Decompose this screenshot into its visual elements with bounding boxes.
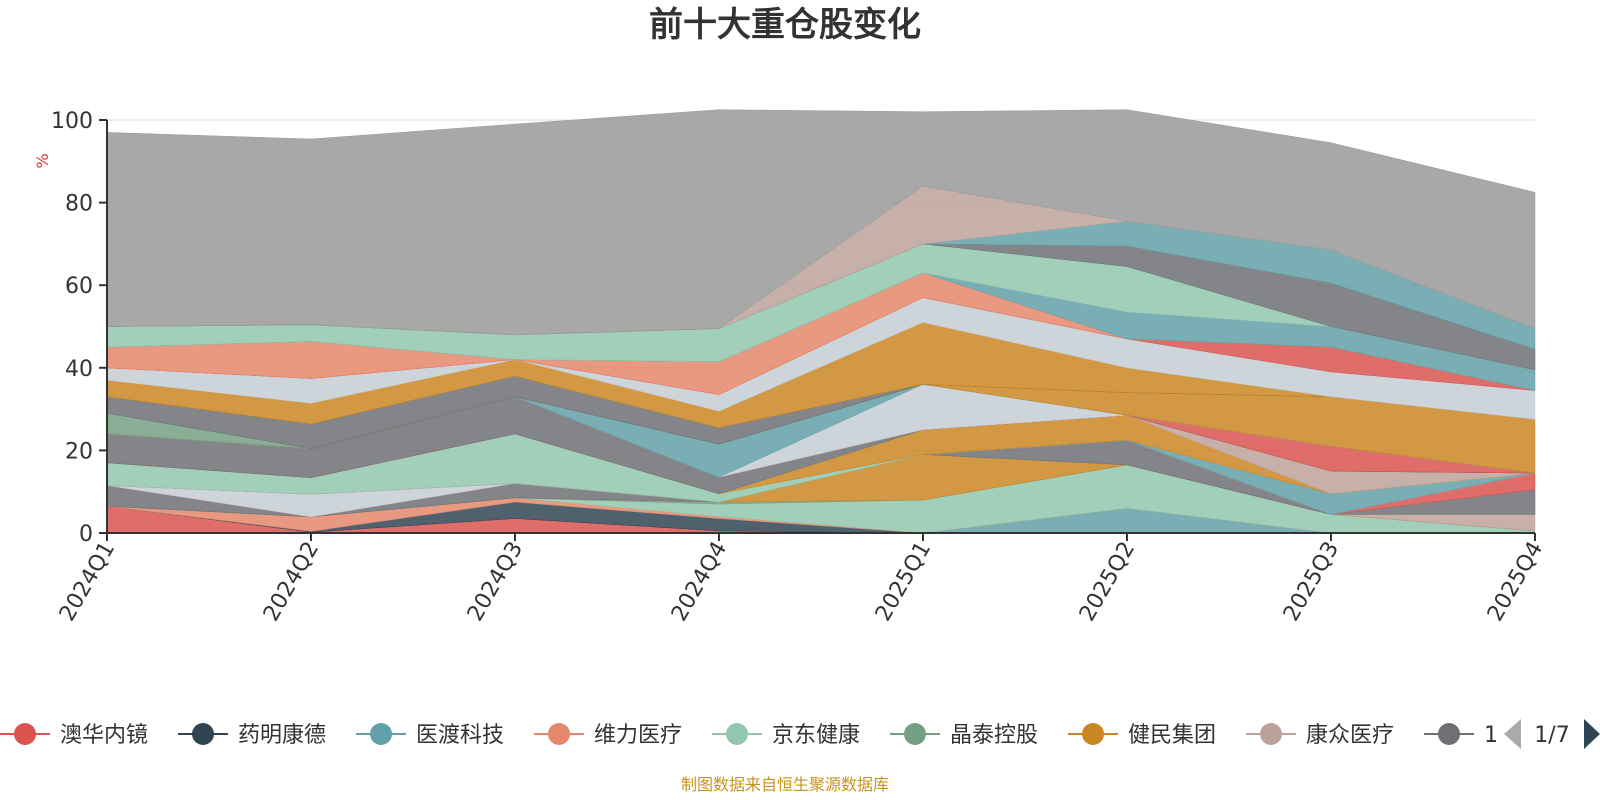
y-tick-label: 40 bbox=[65, 357, 93, 382]
y-tick-label: 100 bbox=[51, 109, 93, 134]
legend-pager: 1/7 bbox=[1504, 719, 1600, 749]
legend-marker bbox=[1260, 723, 1282, 745]
x-tick-label: 2025Q4 bbox=[1483, 538, 1548, 626]
y-tick-label: 0 bbox=[79, 522, 93, 547]
x-tick-label: 2024Q3 bbox=[463, 538, 528, 626]
legend-marker bbox=[904, 723, 926, 745]
plot-area bbox=[106, 109, 1536, 534]
legend-item[interactable]: 药明康德 bbox=[178, 723, 326, 748]
legend-marker bbox=[14, 723, 36, 745]
legend-label: 晶泰控股 bbox=[950, 723, 1038, 748]
legend-item[interactable]: 澳华内镜 bbox=[0, 723, 148, 748]
x-tick-label: 2024Q4 bbox=[667, 538, 732, 626]
legend-label: 康众医疗 bbox=[1306, 723, 1394, 748]
y-tick-label: 80 bbox=[65, 192, 93, 217]
source-note: 制图数据来自恒生聚源数据库 bbox=[681, 775, 889, 794]
legend-label: 医渡科技 bbox=[416, 723, 504, 748]
legend-marker bbox=[1438, 723, 1460, 745]
x-tick-label: 2025Q3 bbox=[1279, 538, 1344, 626]
legend-label: 健民集团 bbox=[1128, 723, 1216, 748]
prev-page-icon[interactable] bbox=[1504, 719, 1521, 749]
chart-title: 前十大重仓股变化 bbox=[649, 5, 921, 45]
legend-item[interactable]: 晶泰控股 bbox=[890, 723, 1038, 748]
x-tick-label: 2025Q1 bbox=[871, 538, 936, 626]
y-tick-label: 20 bbox=[65, 439, 93, 464]
legend-marker bbox=[192, 723, 214, 745]
legend-item[interactable]: 京东健康 bbox=[712, 723, 860, 748]
x-tick-label: 2024Q1 bbox=[55, 538, 120, 626]
area-series-33 bbox=[106, 109, 1536, 336]
legend-page-indicator: 1/7 bbox=[1534, 723, 1569, 748]
y-tick-label: 60 bbox=[65, 274, 93, 299]
legend: 澳华内镜 药明康德 医渡科技 维力医疗 京东健康 晶泰控股 健民集团 康众医疗 1 1/7 bbox=[0, 719, 1600, 749]
legend-marker bbox=[548, 723, 570, 745]
legend-label: 药明康德 bbox=[238, 723, 326, 748]
legend-label: 维力医疗 bbox=[594, 723, 682, 748]
legend-marker bbox=[1082, 723, 1104, 745]
x-tick-label: 2025Q2 bbox=[1075, 538, 1140, 626]
legend-marker bbox=[370, 723, 392, 745]
legend-item[interactable]: 1 bbox=[1424, 723, 1498, 748]
legend-label: 澳华内镜 bbox=[60, 723, 148, 748]
legend-label: 京东健康 bbox=[772, 723, 860, 748]
x-tick-label: 2024Q2 bbox=[259, 538, 324, 626]
next-page-icon[interactable] bbox=[1584, 719, 1600, 749]
legend-item[interactable]: 康众医疗 bbox=[1246, 723, 1394, 748]
legend-item[interactable]: 健民集团 bbox=[1068, 723, 1216, 748]
legend-marker bbox=[726, 723, 748, 745]
legend-item[interactable]: 维力医疗 bbox=[534, 723, 682, 748]
legend-item[interactable]: 医渡科技 bbox=[356, 723, 504, 748]
y-axis-unit: % bbox=[33, 153, 52, 168]
legend-label: 1 bbox=[1484, 723, 1498, 748]
